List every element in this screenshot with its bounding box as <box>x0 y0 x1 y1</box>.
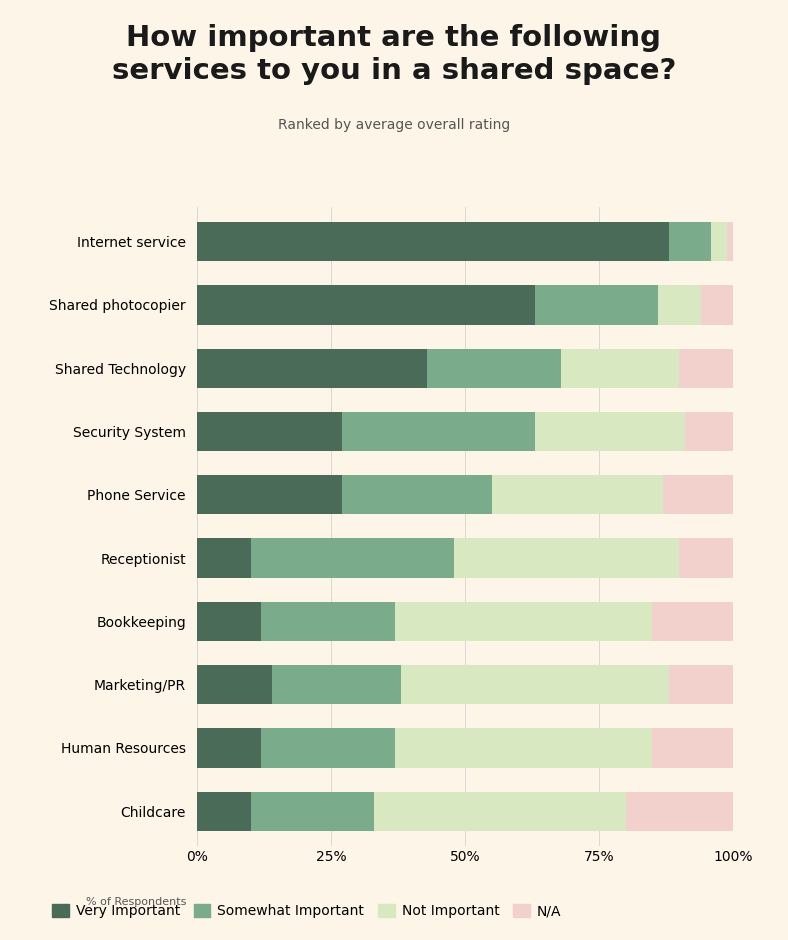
Bar <box>663 475 733 514</box>
Bar <box>342 475 492 514</box>
Bar <box>685 412 733 451</box>
Bar <box>197 222 668 261</box>
Bar <box>668 222 712 261</box>
Bar <box>727 222 733 261</box>
Bar <box>197 285 534 324</box>
Bar <box>679 349 733 388</box>
Bar <box>197 222 733 261</box>
Bar <box>561 349 679 388</box>
Bar <box>197 728 733 768</box>
Bar <box>197 349 427 388</box>
Bar <box>396 728 652 768</box>
Bar <box>251 791 374 831</box>
Bar <box>197 412 342 451</box>
Bar <box>197 602 733 641</box>
Bar <box>197 728 262 768</box>
Bar <box>427 349 561 388</box>
Bar <box>197 602 262 641</box>
Bar <box>396 602 652 641</box>
Bar <box>197 791 733 831</box>
Bar <box>197 475 733 514</box>
Bar <box>197 791 251 831</box>
Bar <box>197 349 733 388</box>
Bar <box>454 539 679 578</box>
Bar <box>712 222 727 261</box>
Bar <box>658 285 701 324</box>
Bar <box>197 285 733 324</box>
Bar <box>197 539 733 578</box>
Bar <box>679 539 733 578</box>
Bar <box>262 728 396 768</box>
Bar <box>534 412 685 451</box>
Bar <box>197 412 733 451</box>
Bar <box>272 665 400 704</box>
Bar <box>701 285 733 324</box>
Bar <box>197 665 272 704</box>
Bar <box>197 539 251 578</box>
Bar <box>626 791 733 831</box>
Bar <box>374 791 626 831</box>
Text: How important are the following
services to you in a shared space?: How important are the following services… <box>112 24 676 85</box>
Bar <box>197 665 733 704</box>
Text: % of Respondents: % of Respondents <box>86 897 186 907</box>
Bar <box>534 285 658 324</box>
Bar <box>262 602 396 641</box>
Bar <box>400 665 668 704</box>
Bar <box>652 728 733 768</box>
Bar <box>342 412 534 451</box>
Bar <box>197 475 342 514</box>
Bar <box>668 665 733 704</box>
Legend: Very Important, Somewhat Important, Not Important, N/A: Very Important, Somewhat Important, Not … <box>46 899 567 924</box>
Bar <box>492 475 663 514</box>
Text: Ranked by average overall rating: Ranked by average overall rating <box>278 118 510 132</box>
Bar <box>251 539 454 578</box>
Bar <box>652 602 733 641</box>
